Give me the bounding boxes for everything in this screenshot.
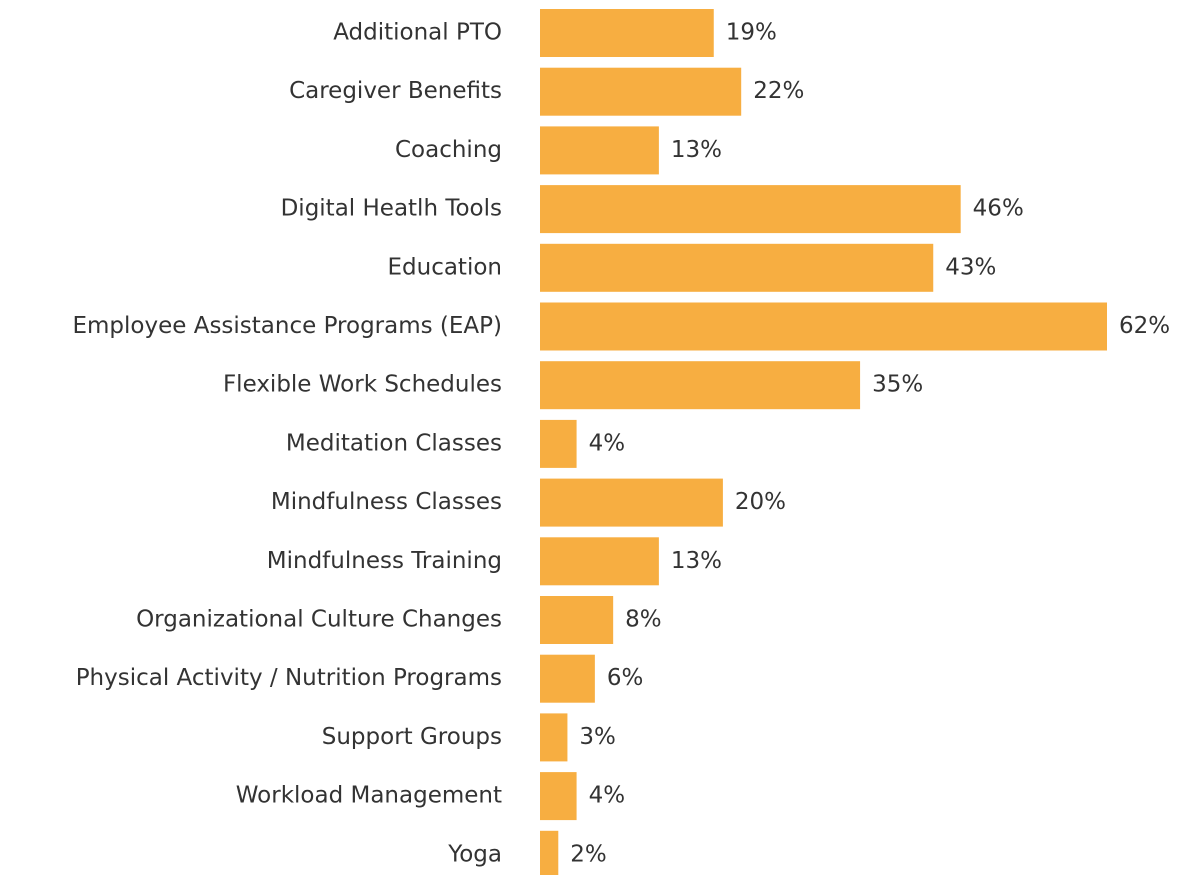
value-label: 3%: [579, 724, 616, 750]
value-label: 6%: [607, 665, 644, 691]
category-label: Additional PTO: [333, 20, 502, 46]
category-label: Physical Activity / Nutrition Programs: [76, 665, 502, 691]
value-label: 43%: [945, 254, 996, 280]
category-label: Mindfulness Training: [267, 548, 502, 574]
category-label: Employee Assistance Programs (EAP): [72, 313, 502, 339]
bar: [540, 243, 934, 292]
bar: [540, 537, 659, 586]
category-label: Education: [387, 254, 502, 280]
category-label: Mindfulness Classes: [271, 489, 502, 515]
bar: [540, 361, 861, 410]
category-label: Support Groups: [322, 724, 502, 750]
category-label: Flexible Work Schedules: [223, 372, 502, 398]
bar: [540, 185, 961, 234]
value-label: 2%: [570, 841, 607, 867]
value-label: 20%: [735, 489, 786, 515]
bar: [540, 302, 1107, 351]
category-label: Caregiver Benefits: [289, 78, 502, 104]
category-label: Digital Heatlh Tools: [281, 196, 502, 222]
category-label: Coaching: [395, 137, 502, 163]
value-label: 4%: [589, 430, 626, 456]
bar: [540, 713, 568, 762]
value-label: 4%: [589, 783, 626, 809]
value-label: 35%: [872, 372, 923, 398]
value-label: 62%: [1119, 313, 1170, 339]
category-label: Workload Management: [236, 783, 502, 809]
category-label: Meditation Classes: [286, 430, 502, 456]
category-label: Organizational Culture Changes: [136, 607, 502, 633]
bar: [540, 596, 614, 644]
bar: [540, 772, 577, 821]
value-label: 19%: [726, 20, 777, 46]
value-label: 13%: [671, 137, 722, 163]
bar: [540, 654, 595, 703]
bar: [540, 67, 742, 116]
value-label: 22%: [753, 78, 804, 104]
bar: [540, 9, 714, 57]
category-label: Yoga: [447, 841, 502, 867]
value-label: 13%: [671, 548, 722, 574]
bar: [540, 419, 577, 468]
value-label: 46%: [973, 196, 1024, 222]
value-label: 8%: [625, 607, 662, 633]
bar: [540, 126, 659, 175]
bar: [540, 478, 723, 527]
bar: [540, 830, 559, 875]
